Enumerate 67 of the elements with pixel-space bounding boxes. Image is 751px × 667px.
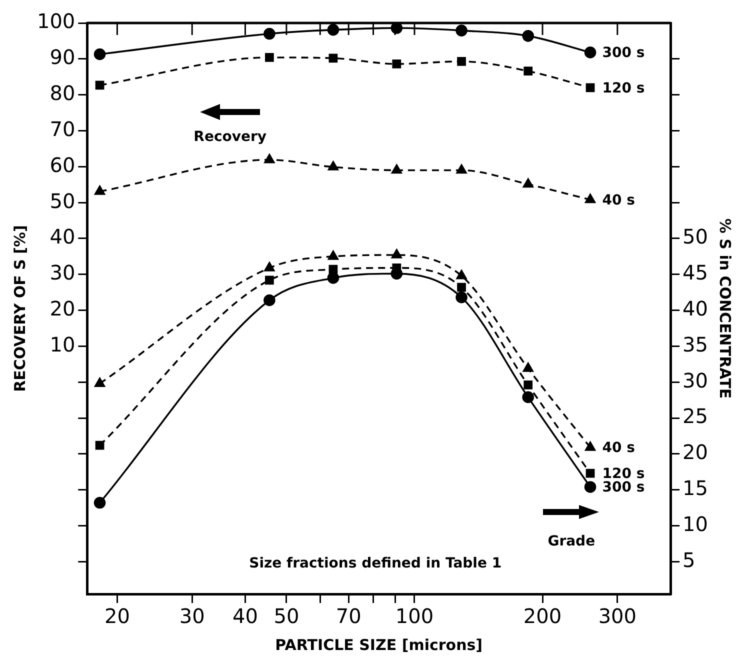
x-tick-label: 50: [274, 604, 300, 628]
x-tick-label: 20: [104, 604, 130, 628]
point: [586, 83, 595, 92]
point: [584, 481, 596, 493]
annotation: Size fractions defined in Table 1: [249, 555, 502, 572]
point: [391, 164, 402, 174]
legend-label: 300 s: [602, 45, 645, 62]
point: [328, 54, 338, 63]
y2-tick-label: 20: [682, 440, 708, 464]
y2-tick-label: 45: [682, 260, 708, 285]
point: [585, 442, 596, 451]
y2-tick-label: 30: [682, 368, 708, 392]
point: [327, 24, 340, 36]
y2-axis-title: % S in CONCENTRATE: [716, 218, 734, 399]
x-tick-label: 40: [232, 604, 258, 628]
y-tick-label: 50: [50, 188, 76, 213]
y-tick-label: 60: [50, 152, 76, 177]
y2-tick-label: 15: [682, 476, 708, 500]
y2-tick-label: 5: [682, 548, 696, 572]
point: [586, 468, 595, 478]
y-tick-label: 40: [50, 224, 76, 249]
point: [327, 272, 340, 284]
x-tick-label: 300: [598, 604, 637, 628]
point: [456, 270, 467, 280]
y2-tick-label: 50: [682, 224, 708, 249]
point: [392, 60, 402, 68]
series-label: 300 s: [602, 480, 645, 496]
point: [456, 291, 468, 304]
y2-tick-label: 10: [682, 512, 708, 536]
point: [391, 249, 402, 258]
x-axis-title: PARTICLE SIZE [microns]: [275, 636, 483, 654]
y-tick-label: 30: [50, 260, 76, 285]
x-tick-label: 30: [179, 604, 205, 628]
y-tick-label: 70: [50, 116, 76, 141]
y-tick-label: 20: [50, 296, 76, 320]
y-tick-label: 100: [36, 9, 76, 34]
y-tick-label: 10: [50, 332, 76, 356]
y2-tick-label: 40: [682, 296, 708, 320]
point: [264, 53, 274, 62]
x-tick-label: 70: [336, 604, 362, 628]
y-tick-label: 80: [50, 81, 76, 106]
annotation: Recovery: [194, 128, 267, 145]
point: [457, 56, 466, 66]
point: [456, 164, 467, 174]
y-tick-label: 90: [50, 45, 76, 70]
point: [328, 161, 338, 170]
point: [264, 28, 276, 40]
point: [264, 154, 275, 164]
x-tick-label: 200: [523, 604, 562, 628]
y2-tick-label: 25: [682, 404, 708, 428]
series-label: 120 s: [602, 466, 645, 482]
series-label: 40 s: [602, 192, 635, 208]
point: [328, 250, 338, 260]
point: [328, 264, 338, 274]
y-axis-title: RECOVERY OF S [%]: [10, 225, 29, 392]
point: [456, 24, 468, 36]
series-label: 40 s: [602, 440, 635, 456]
series-label: 120 s: [602, 80, 645, 96]
point: [457, 282, 466, 292]
point: [584, 46, 596, 58]
x-tick-label: 100: [395, 604, 434, 628]
point: [264, 262, 275, 272]
annotation: Grade: [548, 534, 596, 550]
point: [264, 294, 276, 306]
point: [264, 276, 274, 285]
y2-tick-label: 35: [682, 332, 708, 356]
point: [585, 194, 596, 204]
